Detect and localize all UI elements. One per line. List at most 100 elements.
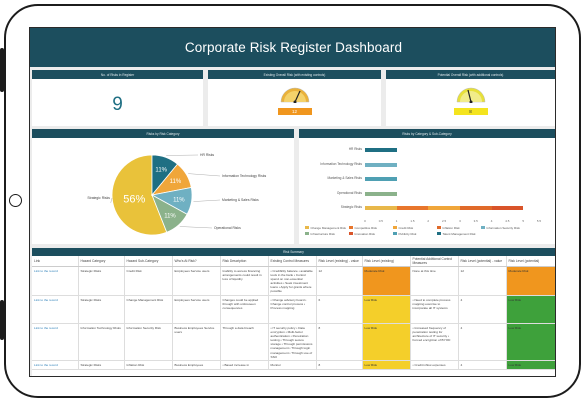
bar-segment[interactable] [365, 206, 397, 210]
column-header[interactable]: Hazard Category [78, 256, 125, 267]
table-header-row: Link Hazard Category Hazard Sub-Category Wh… [32, 256, 555, 267]
panel-title: Risk Summary [32, 248, 555, 256]
legend-item[interactable]: Change Management Risk [305, 226, 346, 230]
pie-category-label: HR Risks [200, 153, 214, 157]
bar-chart-panel: Risks by Category & Sub-Category HR Risk… [299, 129, 555, 244]
additional-controls-cell: None at this time [410, 266, 459, 297]
record-link[interactable]: Link to the record [32, 323, 79, 362]
bar-segment[interactable] [459, 206, 492, 210]
bar-segment[interactable] [365, 148, 397, 152]
pie-category-label: Marketing & Sales Risks [222, 198, 259, 202]
risk-description-cell: Through a data breach [220, 323, 269, 362]
legend-swatch [393, 232, 397, 235]
home-button[interactable] [9, 194, 22, 207]
x-axis-tick-label: 4.5 [505, 218, 510, 223]
column-header[interactable]: Risk Level (existing) - value [316, 256, 363, 267]
existing-risk-level-cell: Low Risk [362, 295, 411, 325]
bar-chart: HR Risks Information Technology Risks Mark… [299, 138, 555, 244]
existing-controls-cell: • Credibility balance • available tools … [268, 266, 317, 297]
panel-title: No. of Risks in Register [32, 70, 203, 79]
pie-slice-value-label: 11% [155, 167, 167, 173]
kpi-potential-risk-panel: Potential Overall Risk (with additional … [386, 70, 555, 126]
legend-item[interactable]: Competitive Risk [349, 226, 377, 230]
column-header[interactable]: Risk Level (potential) - value [458, 256, 507, 267]
hazard-subcategory-cell: Credit Risk [124, 266, 173, 297]
existing-risk-gauge: 12 [277, 83, 312, 115]
legend-item[interactable]: Innovation Risk [349, 232, 375, 236]
record-link[interactable]: Link to the record [32, 360, 79, 370]
table-row[interactable]: Link to the record Information Technology… [32, 323, 555, 362]
existing-controls-cell: • Change advisory board • Change control… [268, 295, 317, 325]
column-header[interactable]: Existing Control Measures [268, 256, 317, 267]
x-axis-tick-label: 1 [395, 218, 398, 223]
pie-slice[interactable] [111, 154, 168, 236]
column-header[interactable]: Link [32, 256, 79, 267]
column-header[interactable]: Risk Description [220, 256, 269, 267]
additional-controls-cell: • Increased frequency of penetration tes… [410, 323, 459, 362]
column-header[interactable]: Risk Level (potential) [506, 256, 555, 267]
legend-swatch [349, 232, 353, 235]
legend-item[interactable]: Information Security Risk [481, 226, 520, 230]
who-at-risk-cell: Employees Service users [172, 295, 221, 325]
column-header[interactable]: Risk Level (existing) [362, 256, 411, 267]
legend-swatch [305, 226, 309, 229]
potential-risk-value-cell: 4 [458, 360, 507, 370]
hazard-category-cell: Information Technology Risks [78, 323, 125, 362]
existing-risk-value: 12 [277, 108, 312, 115]
legend-label: Publicity Risk [398, 231, 417, 236]
risk-summary-panel: Risk Summary Link Hazard Category Hazard S… [32, 248, 555, 376]
legend-item[interactable]: Talent Management Risk [437, 232, 476, 236]
x-axis-tick-label: 2.5 [441, 218, 447, 223]
who-at-risk-cell: Business Employees [172, 360, 221, 370]
hazard-subcategory-cell: Information Security Risk [124, 323, 173, 362]
potential-risk-value-cell: 4 [458, 295, 507, 325]
pie-slice-value-label: 56% [123, 193, 145, 205]
x-axis-tick-label: 2 [427, 218, 430, 223]
bar-segment[interactable] [491, 206, 524, 210]
table-row[interactable]: Link to the record Strategic Risks Inflati… [32, 360, 555, 370]
column-header[interactable]: Who's At Risk? [172, 256, 221, 267]
column-header[interactable]: Potential Additional Control Measures [410, 256, 459, 267]
column-header[interactable]: Hazard Sub-Category [124, 256, 173, 267]
bar-segment[interactable] [365, 191, 397, 196]
who-at-risk-cell: Employees Service users [172, 266, 221, 297]
existing-risk-level-cell: Low Risk [362, 323, 411, 362]
table-row[interactable]: Link to the record Strategic Risks Change … [32, 295, 555, 325]
existing-risk-level-cell: Low Risk [362, 360, 411, 370]
legend-item[interactable]: Publicity Risk [393, 232, 416, 236]
existing-risk-level-cell: Moderate Risk [362, 266, 411, 297]
bar-segment[interactable] [428, 206, 460, 210]
legend-swatch [437, 232, 441, 235]
table-row[interactable]: Link to the record Strategic Risks Credit … [32, 266, 555, 297]
bar-segment[interactable] [365, 162, 397, 167]
existing-risk-value-cell: 8 [316, 360, 363, 370]
x-axis-tick-label: 0 [364, 218, 366, 223]
bar-category-label: Operational Risks [336, 190, 362, 195]
legend-label: Competitive Risk [354, 225, 378, 230]
who-at-risk-cell: Business Employees Service users [172, 323, 221, 362]
record-link[interactable]: Link to the record [32, 266, 79, 297]
pie-slice-value-label: 11% [164, 213, 176, 219]
pie-slice-value-label: 11% [170, 179, 182, 185]
legend-item[interactable]: Infrastructure Risk [305, 232, 335, 236]
legend-item[interactable]: Inflation Risk [437, 226, 460, 230]
legend-label: Credit Risk [398, 225, 414, 230]
bar-category-label: Strategic Risks [340, 205, 362, 209]
bar-segment[interactable] [396, 206, 429, 210]
bar-category-label: Marketing & Sales Risks [327, 176, 362, 180]
record-link[interactable]: Link to the record [32, 295, 79, 325]
potential-risk-value-cell: 12 [458, 266, 507, 297]
x-axis-tick-label: 5.5 [536, 218, 542, 223]
x-axis-tick-label: 0.5 [378, 218, 383, 223]
x-axis-tick-label: 5 [522, 218, 524, 223]
gauge-dial-icon [280, 87, 309, 104]
legend-item[interactable]: Credit Risk [393, 226, 413, 230]
x-axis-tick-label: 4 [490, 218, 493, 223]
potential-risk-level-cell: Low Risk [506, 323, 555, 362]
pie-slice[interactable] [151, 194, 188, 233]
potential-risk-level-cell: Low Risk [506, 360, 555, 370]
bar-segment[interactable] [365, 177, 397, 181]
legend-swatch [305, 232, 309, 235]
potential-risk-value-cell: 4 [458, 323, 507, 362]
pie-category-label: Information Technology Risks [222, 174, 267, 178]
